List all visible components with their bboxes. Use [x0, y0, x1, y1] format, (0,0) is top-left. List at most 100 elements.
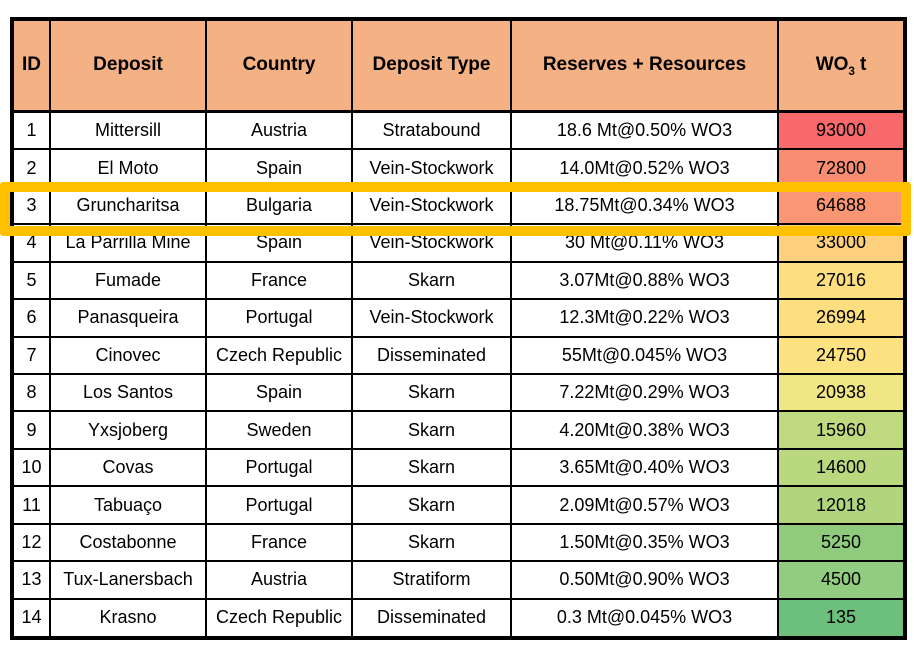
cell-wo3-tonnage: 64688: [777, 185, 906, 226]
cell-deposit: Krasno: [49, 597, 207, 640]
cell-reserves: 0.50Mt@0.90% WO3: [510, 560, 779, 600]
cell-id: 3: [11, 185, 51, 226]
cell-id: 8: [11, 372, 51, 413]
cell-deposit: Costabonne: [49, 522, 207, 563]
cell-country: Spain: [205, 372, 353, 413]
column-header-reserves-resources: Reserves + Resources: [510, 18, 779, 113]
cell-country: Austria: [205, 560, 353, 600]
cell-id: 6: [11, 298, 51, 338]
table-row: 11 Tabuaço Portugal Skarn 2.09Mt@0.57% W…: [11, 485, 906, 525]
cell-deposit: Tux-Lanersbach: [49, 560, 207, 600]
cell-deposit-type: Stratabound: [351, 109, 512, 151]
cell-country: Czech Republic: [205, 597, 353, 640]
cell-country: Czech Republic: [205, 335, 353, 376]
wo3-header-base: WO: [815, 54, 849, 76]
table-row-highlighted: 3 Gruncharitsa Bulgaria Vein-Stockwork 1…: [11, 185, 906, 226]
table-row: 6 Panasqueira Portugal Vein-Stockwork 12…: [11, 298, 906, 338]
cell-deposit: Yxsjoberg: [49, 410, 207, 450]
wo3-header-suffix: t: [859, 54, 867, 76]
cell-deposit-type: Skarn: [351, 447, 512, 488]
cell-country: Portugal: [205, 298, 353, 338]
table-row: 2 El Moto Spain Vein-Stockwork 14.0Mt@0.…: [11, 148, 906, 188]
cell-id: 12: [11, 522, 51, 563]
cell-id: 5: [11, 260, 51, 301]
cell-reserves: 2.09Mt@0.57% WO3: [510, 485, 779, 525]
cell-id: 11: [11, 485, 51, 525]
cell-wo3-tonnage: 26994: [777, 298, 906, 338]
cell-wo3-tonnage: 72800: [777, 148, 906, 188]
table-body: 1 Mittersill Austria Stratabound 18.6 Mt…: [11, 109, 906, 640]
cell-deposit: Fumade: [49, 260, 207, 301]
table-row: 10 Covas Portugal Skarn 3.65Mt@0.40% WO3…: [11, 447, 906, 488]
cell-reserves: 3.07Mt@0.88% WO3: [510, 260, 779, 301]
cell-reserves: 18.6 Mt@0.50% WO3: [510, 109, 779, 151]
column-header-country: Country: [205, 18, 353, 113]
cell-deposit-type: Vein-Stockwork: [351, 185, 512, 226]
cell-deposit: Tabuaço: [49, 485, 207, 525]
cell-wo3-tonnage: 27016: [777, 260, 906, 301]
table-row: 1 Mittersill Austria Stratabound 18.6 Mt…: [11, 109, 906, 151]
table-row: 9 Yxsjoberg Sweden Skarn 4.20Mt@0.38% WO…: [11, 410, 906, 450]
cell-id: 7: [11, 335, 51, 376]
cell-reserves: 3.65Mt@0.40% WO3: [510, 447, 779, 488]
cell-deposit: Panasqueira: [49, 298, 207, 338]
column-header-deposit-type: Deposit Type: [351, 18, 512, 113]
cell-deposit: La Parrilla Mine: [49, 223, 207, 263]
cell-wo3-tonnage: 4500: [777, 560, 906, 600]
cell-country: Bulgaria: [205, 185, 353, 226]
cell-wo3-tonnage: 135: [777, 597, 906, 640]
cell-country: Austria: [205, 109, 353, 151]
cell-wo3-tonnage: 15960: [777, 410, 906, 450]
cell-deposit-type: Skarn: [351, 485, 512, 525]
cell-deposit-type: Skarn: [351, 522, 512, 563]
column-header-deposit: Deposit: [49, 18, 207, 113]
cell-deposit: Mittersill: [49, 109, 207, 151]
cell-country: Spain: [205, 148, 353, 188]
cell-deposit: Covas: [49, 447, 207, 488]
cell-reserves: 18.75Mt@0.34% WO3: [510, 185, 779, 226]
cell-reserves: 0.3 Mt@0.045% WO3: [510, 597, 779, 640]
cell-wo3-tonnage: 14600: [777, 447, 906, 488]
column-header-wo3-tonnes: WO3 t: [777, 18, 906, 113]
column-header-id: ID: [11, 18, 51, 113]
cell-id: 14: [11, 597, 51, 640]
cell-reserves: 4.20Mt@0.38% WO3: [510, 410, 779, 450]
table-row: 4 La Parrilla Mine Spain Vein-Stockwork …: [11, 223, 906, 263]
cell-deposit-type: Vein-Stockwork: [351, 148, 512, 188]
cell-country: France: [205, 260, 353, 301]
cell-reserves: 12.3Mt@0.22% WO3: [510, 298, 779, 338]
cell-country: Portugal: [205, 447, 353, 488]
cell-wo3-tonnage: 33000: [777, 223, 906, 263]
cell-country: Spain: [205, 223, 353, 263]
cell-reserves: 55Mt@0.045% WO3: [510, 335, 779, 376]
table-row: 7 Cinovec Czech Republic Disseminated 55…: [11, 335, 906, 376]
cell-country: Portugal: [205, 485, 353, 525]
cell-wo3-tonnage: 24750: [777, 335, 906, 376]
cell-deposit-type: Skarn: [351, 260, 512, 301]
cell-wo3-tonnage: 20938: [777, 372, 906, 413]
cell-deposit: Gruncharitsa: [49, 185, 207, 226]
cell-deposit-type: Vein-Stockwork: [351, 298, 512, 338]
table-row: 12 Costabonne France Skarn 1.50Mt@0.35% …: [11, 522, 906, 563]
table-row: 14 Krasno Czech Republic Disseminated 0.…: [11, 597, 906, 640]
cell-deposit-type: Vein-Stockwork: [351, 223, 512, 263]
cell-deposit: Cinovec: [49, 335, 207, 376]
cell-wo3-tonnage: 12018: [777, 485, 906, 525]
cell-id: 1: [11, 109, 51, 151]
table-row: 5 Fumade France Skarn 3.07Mt@0.88% WO3 2…: [11, 260, 906, 301]
cell-deposit: El Moto: [49, 148, 207, 188]
cell-id: 2: [11, 148, 51, 188]
cell-reserves: 30 Mt@0.11% WO3: [510, 223, 779, 263]
cell-deposit-type: Skarn: [351, 372, 512, 413]
cell-reserves: 7.22Mt@0.29% WO3: [510, 372, 779, 413]
header-row: ID Deposit Country Deposit Type Reserves…: [11, 18, 906, 113]
cell-id: 13: [11, 560, 51, 600]
cell-wo3-tonnage: 93000: [777, 109, 906, 151]
wo3-header-subscript: 3: [848, 65, 855, 79]
cell-country: France: [205, 522, 353, 563]
cell-reserves: 1.50Mt@0.35% WO3: [510, 522, 779, 563]
cell-deposit-type: Disseminated: [351, 335, 512, 376]
cell-deposit: Los Santos: [49, 372, 207, 413]
cell-id: 10: [11, 447, 51, 488]
